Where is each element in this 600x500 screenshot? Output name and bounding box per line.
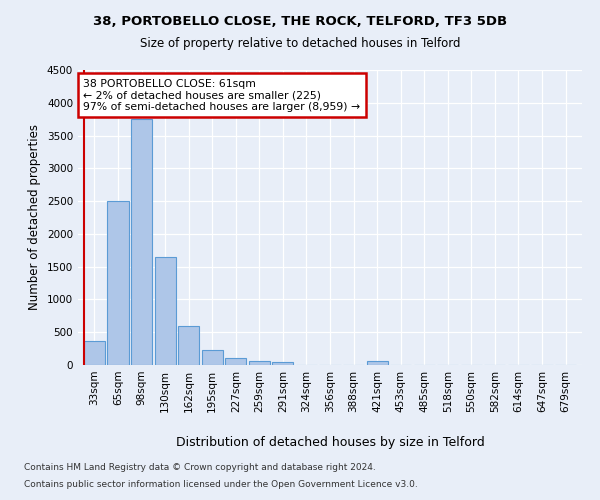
Text: 38 PORTOBELLO CLOSE: 61sqm
← 2% of detached houses are smaller (225)
97% of semi: 38 PORTOBELLO CLOSE: 61sqm ← 2% of detac… xyxy=(83,79,360,112)
Y-axis label: Number of detached properties: Number of detached properties xyxy=(28,124,41,310)
Text: 38, PORTOBELLO CLOSE, THE ROCK, TELFORD, TF3 5DB: 38, PORTOBELLO CLOSE, THE ROCK, TELFORD,… xyxy=(93,15,507,28)
Text: Contains HM Land Registry data © Crown copyright and database right 2024.: Contains HM Land Registry data © Crown c… xyxy=(24,464,376,472)
Bar xyxy=(84,342,105,365)
Bar xyxy=(202,350,223,365)
Text: Contains public sector information licensed under the Open Government Licence v3: Contains public sector information licen… xyxy=(24,480,418,489)
Text: Size of property relative to detached houses in Telford: Size of property relative to detached ho… xyxy=(140,38,460,51)
Bar xyxy=(225,358,247,365)
Bar xyxy=(249,360,270,365)
Bar xyxy=(155,258,176,365)
Bar xyxy=(107,201,128,365)
Bar xyxy=(367,361,388,365)
Bar xyxy=(272,362,293,365)
Text: Distribution of detached houses by size in Telford: Distribution of detached houses by size … xyxy=(176,436,484,449)
Bar xyxy=(178,326,199,365)
Bar xyxy=(131,119,152,365)
